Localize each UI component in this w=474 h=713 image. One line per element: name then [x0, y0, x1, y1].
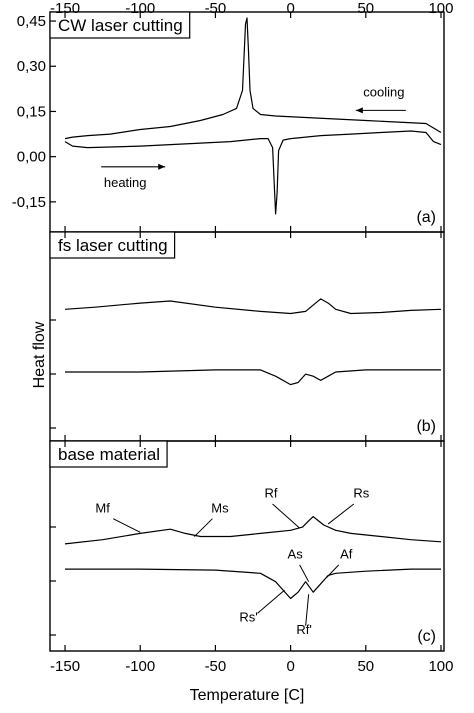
x-tick-label-bottom: -50: [205, 658, 227, 675]
annotation-label: Af: [340, 547, 353, 562]
heating-arrowhead: [158, 163, 166, 170]
curve-a-cooling: [64, 17, 442, 140]
x-tick-label-top: 100: [428, 0, 453, 17]
annotation-label: cooling: [363, 84, 404, 99]
y-tick-label: 0,00: [17, 149, 46, 166]
panel-title-box-b: [49, 231, 176, 259]
panel-frame-c: [49, 440, 445, 652]
x-tick-label-bottom: -150: [50, 658, 80, 675]
y-tick-label: 0,15: [17, 103, 46, 120]
panel-letter-c: (c): [417, 628, 436, 645]
panel-frame-b: [49, 231, 445, 442]
transition-leader: [194, 518, 213, 537]
annotations: cooling heating Mf Ms Rf Rs As Af Rs' Rf': [95, 84, 406, 637]
transition-leader: [305, 594, 310, 626]
curve-a-heating: [64, 130, 442, 215]
x-tick-label-top: -150: [50, 0, 80, 17]
annotation-label: Ms: [211, 500, 229, 515]
cooling-arrowhead: [355, 107, 363, 114]
x-axis-title: Temperature [C]: [190, 687, 305, 704]
transition-leader: [299, 564, 310, 582]
tick-labels: -0,15 0,00 0,15 0,30 0,45 CW laser cutting (a)…: [12, 0, 454, 675]
annotation-label: Rs': [239, 610, 257, 625]
y-tick-label: -0,15: [12, 194, 46, 211]
x-tick-label-bottom: 50: [357, 658, 374, 675]
y-axis-title: Heat flow: [31, 321, 48, 388]
annotation-label: Rf: [265, 486, 278, 501]
panel-title-b: fs laser cutting: [58, 236, 168, 255]
x-tick-label-top: 50: [357, 0, 374, 17]
panel-letter-b: (b): [416, 418, 436, 435]
x-tick-label-bottom: -100: [125, 658, 155, 675]
panel-title-a: CW laser cutting: [58, 16, 183, 35]
panel-title-box-c: [49, 440, 168, 468]
annotation-label: Rf': [296, 622, 311, 637]
curve-b-heating: [65, 369, 441, 386]
transition-leader: [326, 564, 340, 578]
annotation-label: As: [288, 547, 304, 562]
panel-title-box-a: [49, 11, 191, 39]
x-tick-label-bottom: 0: [286, 658, 294, 675]
x-tick-label-top: 0: [286, 0, 294, 17]
annotation-label: Mf: [95, 500, 110, 515]
transition-leader: [327, 503, 355, 525]
transition-leader: [112, 518, 141, 533]
annotation-label: Rs: [353, 486, 369, 501]
y-tick-label: 0,45: [17, 13, 46, 30]
panel-letter-a: (a): [416, 209, 436, 226]
curve-c-cooling: [64, 516, 442, 545]
curve-b-cooling: [64, 298, 442, 315]
transition-leader: [272, 503, 300, 529]
y-tick-label: 0,30: [17, 58, 46, 75]
x-tick-label-bottom: 100: [428, 658, 453, 675]
data-curves: [64, 17, 442, 600]
curve-c-heating: [65, 568, 441, 600]
annotation-label: heating: [104, 175, 147, 190]
axis-ticks: [50, 12, 442, 651]
panel-title-c: base material: [58, 445, 160, 464]
x-tick-label-top: -50: [205, 0, 227, 17]
panel-frames: [49, 11, 445, 652]
x-tick-label-top: -100: [125, 0, 155, 17]
transition-leader: [257, 589, 285, 614]
